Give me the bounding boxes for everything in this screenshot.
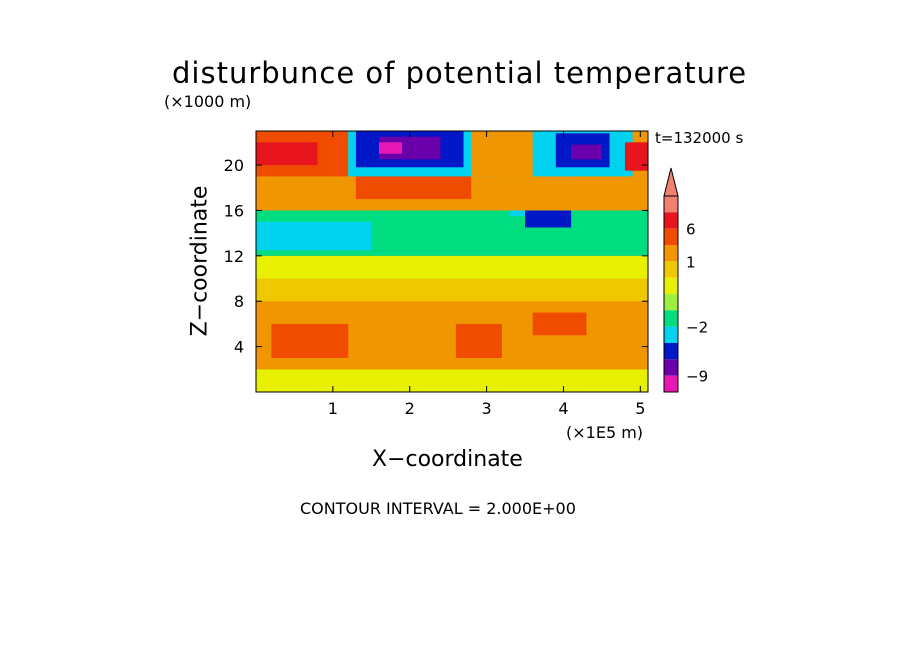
heatmap-region xyxy=(256,278,648,302)
x-axis-unit: (×1E5 m) xyxy=(566,423,644,442)
colorbar-arrow xyxy=(663,167,679,197)
x-tick-label: 1 xyxy=(328,399,338,418)
heatmap-region xyxy=(256,369,648,392)
x-axis-label: X−coordinate xyxy=(372,447,523,472)
y-tick-label: 16 xyxy=(224,201,244,220)
y-tick-label: 20 xyxy=(224,156,244,175)
x-tick-label: 4 xyxy=(558,399,568,418)
colorbar-tick-label: 6 xyxy=(686,221,696,239)
colorbar-tick-label: 1 xyxy=(686,253,696,271)
heatmap-region xyxy=(525,210,572,228)
heatmap-region xyxy=(378,142,403,154)
heatmap-region xyxy=(271,323,349,358)
colorbar-band xyxy=(664,212,678,229)
y-axis-unit: (×1000 m) xyxy=(164,92,252,111)
colorbar-tick-label: −2 xyxy=(686,319,708,337)
y-tick-label: 8 xyxy=(234,292,244,311)
chart-title: disturbunce of potential temperature xyxy=(172,56,748,90)
colorbar-band xyxy=(664,196,678,213)
colorbar-band xyxy=(664,359,678,376)
heatmap-region xyxy=(256,255,648,279)
colorbar-band xyxy=(664,261,678,278)
colorbar-band xyxy=(664,245,678,262)
y-tick-label: 4 xyxy=(234,338,244,357)
colorbar: 6 1 −2 −9 xyxy=(663,167,708,393)
heatmap-region xyxy=(624,142,648,171)
colorbar-band xyxy=(664,277,678,294)
heatmap-region xyxy=(256,142,318,166)
colorbar-band xyxy=(664,228,678,245)
heatmap-region xyxy=(256,221,372,251)
time-label: t=132000 s xyxy=(655,129,744,147)
colorbar-band xyxy=(664,294,678,311)
heatmap-field xyxy=(256,131,648,392)
heatmap-region xyxy=(471,131,533,177)
y-axis: 4 8 12 16 20 xyxy=(224,156,648,357)
contour-interval-label: CONTOUR INTERVAL = 2.000E+00 xyxy=(300,499,576,518)
colorbar-band xyxy=(664,310,678,327)
heatmap-region xyxy=(532,312,587,336)
colorbar-band xyxy=(664,343,678,360)
y-tick-label: 12 xyxy=(224,247,244,266)
colorbar-band xyxy=(664,375,678,392)
colorbar-band xyxy=(664,326,678,343)
x-tick-label: 5 xyxy=(635,399,645,418)
x-tick-label: 2 xyxy=(405,399,415,418)
x-axis: 1 2 3 4 5 xyxy=(328,131,645,418)
plot-frame xyxy=(255,130,649,393)
heatmap-region xyxy=(571,144,602,160)
colorbar-tick-label: −9 xyxy=(686,368,708,386)
heatmap-region xyxy=(455,323,502,358)
x-tick-label: 3 xyxy=(481,399,491,418)
